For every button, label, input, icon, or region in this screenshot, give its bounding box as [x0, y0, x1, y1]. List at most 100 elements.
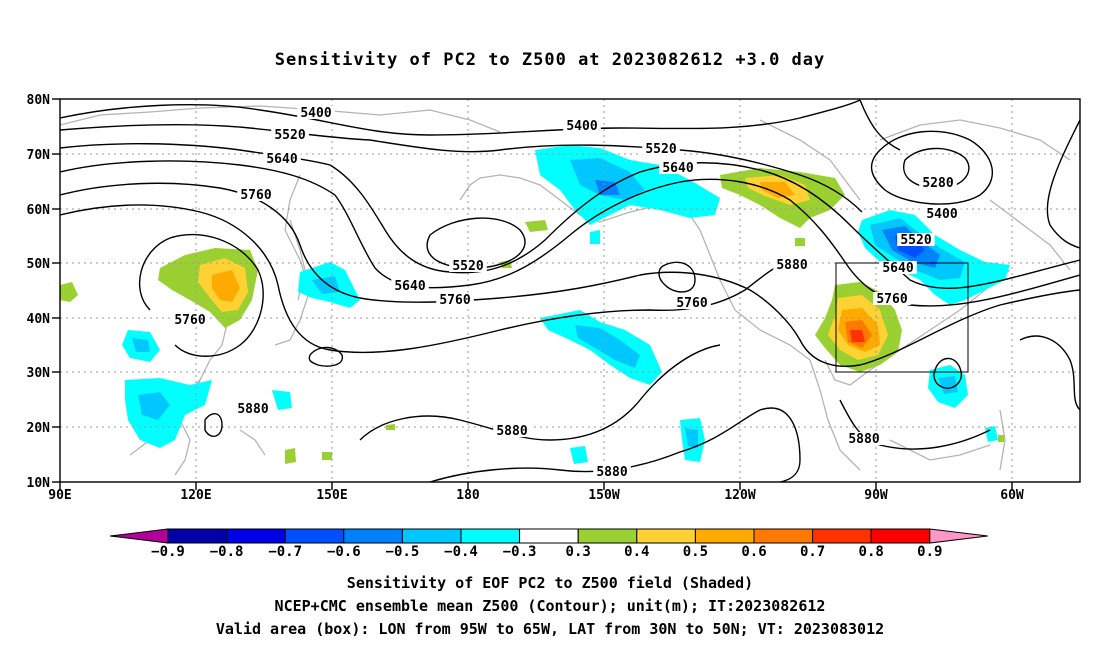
colorbar-arrow-left: [109, 528, 169, 544]
contour-label: 5400: [300, 106, 331, 121]
contour-label-bg: [773, 258, 811, 271]
contour-label-bg: [391, 279, 429, 292]
lon-tick-label: 150W: [588, 488, 619, 503]
colorbar-swatch: [343, 528, 403, 544]
contour-label-bg: [237, 188, 275, 201]
colorbar-label: 0.4: [624, 544, 649, 560]
contour-label-bg: [171, 313, 209, 326]
contour-label-bg: [919, 176, 957, 189]
caption-line-2: NCEP+CMC ensemble mean Z500 (Contour); u…: [274, 597, 826, 615]
contour-label-bg: [263, 152, 301, 165]
caption-line-3: Valid area (box): LON from 95W to 65W, L…: [215, 620, 885, 638]
colorbar-label: −0.9: [151, 544, 185, 560]
colorbar-label: −0.5: [386, 544, 420, 560]
contour-label-bg: [845, 432, 883, 445]
contour-label-bg: [493, 424, 531, 437]
lon-tick-label: 120W: [724, 488, 755, 503]
contour-label: 5880: [496, 424, 527, 439]
contour-labels: 5400 5520 5640 5760 5400 5520 5640 5280 5400 5520…: [171, 106, 961, 480]
colorbar-swatch: [284, 528, 345, 544]
colorbar-label: −0.8: [210, 544, 244, 560]
lat-tick-label: 10N: [27, 476, 51, 491]
lon-tick-label: 150E: [316, 488, 347, 503]
contour-label-bg: [563, 119, 601, 132]
contour-label: 5880: [776, 258, 807, 273]
sensitivity-shading: [60, 145, 1010, 464]
contour-label: 5400: [926, 207, 957, 222]
latitude-axis: 80N 70N 60N 50N 40N 30N 20N 10N: [27, 93, 60, 491]
contour-label: 5880: [848, 432, 879, 447]
colorbar-swatch: [167, 528, 228, 544]
colorbar-arrow-right: [929, 528, 988, 544]
lat-tick-label: 80N: [27, 93, 51, 108]
contour-label: 5520: [274, 128, 305, 143]
contour-label: 5760: [876, 292, 907, 307]
colorbar-swatch: [812, 528, 872, 544]
contour-label-bg: [449, 259, 487, 272]
caption-line-1: Sensitivity of EOF PC2 to Z500 field (Sh…: [346, 574, 754, 592]
z500-contours: [60, 99, 1080, 482]
colorbar-swatch: [226, 528, 286, 544]
lon-tick-label: 120E: [180, 488, 211, 503]
contour-label: 5760: [240, 188, 271, 203]
longitude-axis: 90E 120E 150E 180 150W 120W 90W 60W: [48, 482, 1024, 503]
lat-tick-label: 20N: [27, 421, 51, 436]
contour-label: 5520: [452, 259, 483, 274]
contour-label: 5640: [266, 152, 297, 167]
contour-label-bg: [436, 293, 474, 306]
contour-label: 5640: [662, 161, 693, 176]
contour-label: 5880: [237, 402, 268, 417]
colorbar-swatch: [870, 528, 931, 544]
contour-label: 5280: [922, 176, 953, 191]
colorbar-swatch: [694, 528, 755, 544]
lat-tick-label: 40N: [27, 312, 51, 327]
colorbar-swatch: [460, 528, 521, 544]
contour-label: 5760: [676, 296, 707, 311]
contour-label-bg: [659, 161, 697, 174]
contour-label: 5640: [882, 261, 913, 276]
lon-tick-label: 90E: [48, 488, 71, 503]
contour-label-bg: [642, 142, 680, 155]
lat-tick-label: 30N: [27, 366, 51, 381]
colorbar-label: −0.6: [327, 544, 361, 560]
contour-label: 5760: [174, 313, 205, 328]
colorbar-label: 0.6: [741, 544, 766, 560]
lon-tick-label: 90W: [864, 488, 888, 503]
lon-tick-label: 180: [456, 488, 480, 503]
contour-label-bg: [593, 465, 631, 478]
contour-label: 5640: [394, 279, 425, 294]
colorbar-swatch: [577, 528, 638, 544]
colorbar-swatch: [636, 528, 696, 544]
colorbar-label: 0.9: [917, 544, 942, 560]
colorbar-swatch: [519, 528, 579, 544]
contour-label: 5400: [566, 119, 597, 134]
lat-tick-label: 60N: [27, 203, 51, 218]
sensitivity-map: 5400 5520 5640 5760 5400 5520 5640 5280 5400 5520…: [27, 93, 1081, 560]
colorbar-swatch: [401, 528, 462, 544]
contour-label-bg: [234, 402, 272, 415]
colorbar-label: 0.3: [566, 544, 591, 560]
colorbar-label: −0.7: [268, 544, 302, 560]
colorbar-label: 0.8: [859, 544, 884, 560]
grid-lines: [60, 99, 1080, 482]
colorbar-label: 0.7: [800, 544, 825, 560]
lon-tick-label: 60W: [1000, 488, 1024, 503]
contour-label: 5760: [439, 293, 470, 308]
contour-label-bg: [873, 292, 911, 305]
contour-label: 5520: [900, 233, 931, 248]
contour-label: 5880: [596, 465, 627, 480]
contour-label: 5520: [645, 142, 676, 157]
lat-tick-label: 70N: [27, 148, 51, 163]
contour-label-bg: [897, 233, 935, 246]
contour-label-bg: [297, 106, 335, 119]
colorbar-label: −0.4: [444, 544, 478, 560]
map-title: Sensitivity of PC2 to Z500 at 2023082612…: [274, 50, 826, 70]
lat-tick-label: 50N: [27, 257, 51, 272]
colorbar-label: 0.5: [683, 544, 708, 560]
colorbar: −0.9 −0.8 −0.7 −0.6 −0.5 −0.4 −0.3 0.3 0.4 0.5 0.6…: [109, 528, 988, 560]
plot-frame: [59, 98, 1081, 483]
colorbar-label: −0.3: [503, 544, 537, 560]
colorbar-swatch: [753, 528, 814, 544]
contour-label-bg: [879, 261, 917, 274]
contour-label-bg: [923, 207, 961, 220]
